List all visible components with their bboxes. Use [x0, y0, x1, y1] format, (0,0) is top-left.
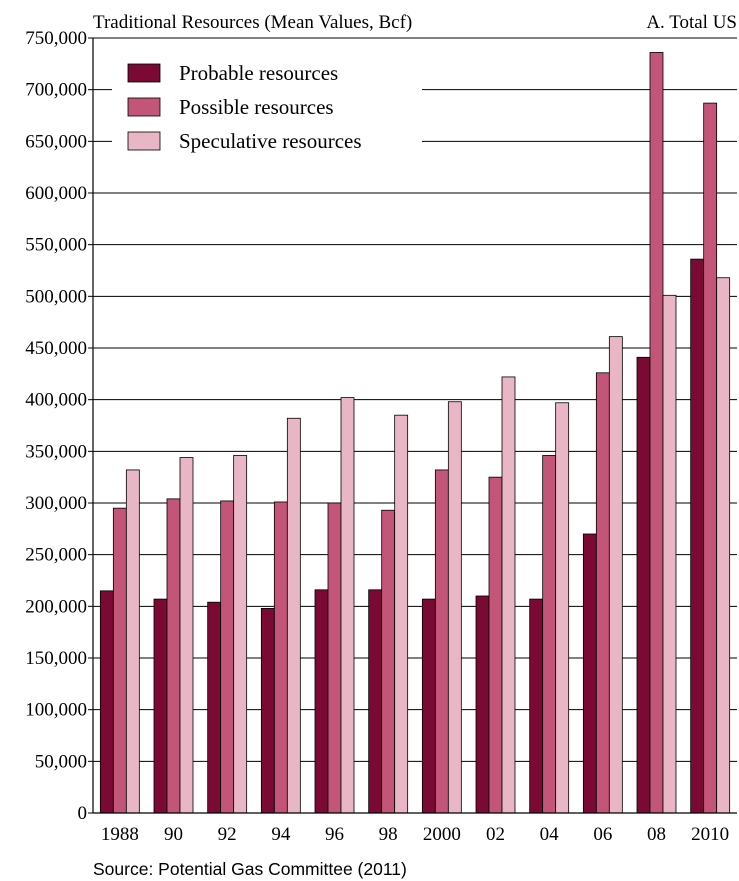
bar-possible-92 — [220, 500, 235, 814]
bar-possible-08 — [649, 52, 664, 814]
x-tick-label: 2010 — [691, 824, 729, 845]
y-tick-label: 600,000 — [25, 183, 87, 204]
y-tick-label: 300,000 — [25, 493, 87, 514]
y-tick-label: 700,000 — [25, 80, 87, 101]
legend-swatch-probable — [127, 63, 161, 83]
bar-possible-96 — [327, 502, 342, 814]
y-tick-label: 150,000 — [25, 648, 87, 669]
y-tick-label: 650,000 — [25, 131, 87, 152]
bar-probable-2010 — [690, 258, 705, 814]
y-tick-label: 750,000 — [25, 28, 87, 49]
y-tick-label: 0 — [78, 803, 88, 824]
chart-title: Traditional Resources (Mean Values, Bcf) — [93, 12, 412, 33]
bars — [99, 52, 731, 814]
legend-label-speculative: Speculative resources — [179, 129, 362, 153]
x-tick-label: 94 — [271, 824, 291, 845]
y-tick-label: 250,000 — [25, 545, 87, 566]
bar-speculative-98 — [394, 414, 409, 814]
bar-probable-92 — [207, 601, 222, 814]
x-tick-label: 2000 — [423, 824, 461, 845]
x-tick-label: 90 — [164, 824, 183, 845]
y-tick-label: 550,000 — [25, 235, 87, 256]
bar-possible-06 — [595, 372, 610, 814]
bar-probable-04 — [529, 598, 544, 814]
x-tick-label: 02 — [486, 824, 505, 845]
y-tick-label: 450,000 — [25, 338, 87, 359]
legend-swatch-speculative — [127, 131, 161, 151]
x-tick-label: 08 — [647, 824, 666, 845]
legend-label-probable: Probable resources — [179, 61, 338, 85]
bar-speculative-90 — [179, 457, 194, 814]
bar-speculative-08 — [662, 294, 677, 814]
bar-probable-02 — [475, 595, 490, 814]
x-tick-label: 98 — [379, 824, 398, 845]
x-tick-label: 1988 — [101, 824, 139, 845]
bar-possible-2010 — [703, 102, 718, 814]
y-tick-label: 50,000 — [35, 751, 87, 772]
x-tick-label: 06 — [593, 824, 612, 845]
x-axis-ticks: 1988 90 92 94 96 98 2000 02 04 06 08 2010 — [101, 824, 729, 845]
bar-probable-08 — [636, 356, 651, 814]
bar-speculative-92 — [233, 455, 248, 814]
panel-label: A. Total US — [646, 12, 737, 33]
bar-speculative-02 — [501, 376, 516, 814]
y-tick-label: 200,000 — [25, 596, 87, 617]
bar-probable-06 — [582, 533, 597, 814]
bar-speculative-06 — [608, 336, 623, 814]
bar-speculative-1988 — [125, 469, 140, 814]
bar-speculative-2010 — [716, 277, 731, 814]
bar-probable-90 — [153, 598, 168, 814]
bar-possible-02 — [488, 476, 503, 814]
bar-possible-04 — [542, 455, 557, 814]
bar-possible-98 — [381, 509, 396, 814]
y-tick-label: 350,000 — [25, 441, 87, 462]
bar-possible-1988 — [112, 507, 127, 814]
bar-possible-90 — [166, 498, 181, 814]
x-tick-label: 92 — [218, 824, 237, 845]
bar-probable-94 — [260, 608, 275, 814]
bar-probable-98 — [368, 589, 383, 814]
bar-probable-2000 — [421, 598, 436, 814]
bar-speculative-04 — [555, 402, 570, 814]
bar-speculative-96 — [340, 397, 355, 814]
y-tick-label: 500,000 — [25, 286, 87, 307]
legend-background — [112, 42, 422, 160]
y-tick-label: 400,000 — [25, 390, 87, 411]
x-tick-label: 96 — [325, 824, 344, 845]
bar-speculative-2000 — [447, 401, 462, 814]
bar-probable-1988 — [99, 590, 114, 814]
legend-label-possible: Possible resources — [179, 95, 334, 119]
bar-possible-94 — [273, 501, 288, 814]
bar-speculative-94 — [286, 417, 301, 814]
source-note: Source: Potential Gas Committee (2011) — [93, 859, 407, 879]
bar-probable-96 — [314, 589, 329, 814]
y-tick-label: 100,000 — [25, 700, 87, 721]
y-axis-ticks: 0 50,000 100,000 150,000 200,000 250,000 300,0… — [25, 28, 93, 824]
x-tick-label: 04 — [540, 824, 560, 845]
legend-swatch-possible — [127, 97, 161, 117]
legend: Probable resources Possible resources Sp… — [112, 42, 422, 160]
bar-possible-2000 — [434, 469, 449, 814]
